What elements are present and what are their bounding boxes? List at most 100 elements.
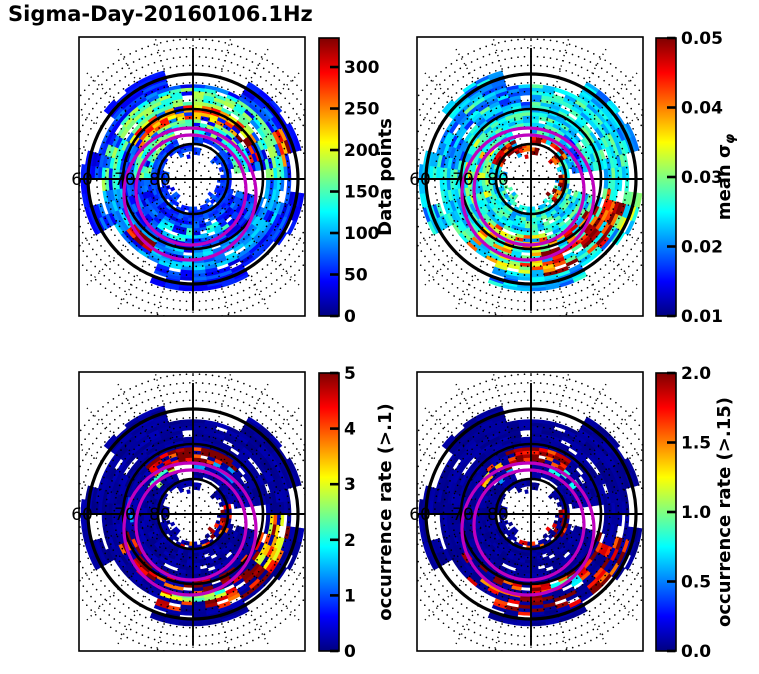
axes-frame xyxy=(416,371,644,652)
lat-label-70: 70 xyxy=(452,170,474,190)
axes-frame xyxy=(416,36,644,317)
dotted-spoke xyxy=(117,204,179,310)
colorbar-tick-label: 0.05 xyxy=(681,29,723,49)
dotted-spoke xyxy=(79,186,165,211)
colorbar-tick-label: 0.02 xyxy=(681,238,723,258)
dotted-spoke xyxy=(207,48,269,154)
dotted-lat-ring xyxy=(417,373,643,651)
auroral-oval xyxy=(472,133,586,247)
colorbar-tick-label: 0.01 xyxy=(681,307,723,327)
polar-plot-bottom-left: 60 70 80 xyxy=(71,371,306,652)
dotted-spoke xyxy=(221,186,305,210)
dotted-spoke xyxy=(424,534,511,621)
axes-frame xyxy=(78,36,306,317)
lat-label-60: 60 xyxy=(71,505,93,525)
dotted-spoke xyxy=(79,147,165,172)
dotted-lat-ring xyxy=(417,381,643,647)
dotted-spoke xyxy=(538,372,570,486)
dotted-spoke xyxy=(200,372,232,486)
polar-plot-bottom-right: 60 70 80 xyxy=(409,371,644,652)
dotted-lat-ring xyxy=(503,487,559,542)
dotted-spoke xyxy=(213,534,300,621)
auroral-oval xyxy=(460,461,596,597)
dotted-lat-ring xyxy=(417,46,643,312)
lat-label-70: 70 xyxy=(114,170,136,190)
dotted-spoke xyxy=(86,72,173,159)
axes-frame xyxy=(78,371,306,652)
dotted-spoke xyxy=(559,148,643,172)
dotted-lat-ring xyxy=(417,38,643,316)
dotted-spoke xyxy=(538,207,569,316)
dotted-spoke xyxy=(86,199,173,286)
dotted-spoke xyxy=(218,528,305,580)
dotted-spoke xyxy=(556,193,643,245)
colorbar-tick-label: 0 xyxy=(344,642,356,662)
dotted-spoke xyxy=(417,528,506,581)
dotted-lat-ring xyxy=(184,170,202,188)
dotted-spoke xyxy=(117,539,179,645)
lat-label-80: 80 xyxy=(149,505,171,525)
colorbar-axis-label: Data points xyxy=(375,118,396,236)
dotted-spoke xyxy=(154,37,186,151)
auroral-oval xyxy=(134,133,248,247)
dotted-spoke xyxy=(86,407,173,494)
lat-label-60: 60 xyxy=(71,170,93,190)
colorbar-tick-label: 2.0 xyxy=(681,364,711,384)
auroral-oval xyxy=(122,126,258,262)
dotted-lat-ring xyxy=(79,38,305,316)
auroral-oval xyxy=(134,468,248,582)
colorbar-tick-label: 0.03 xyxy=(681,168,723,188)
auroral-oval xyxy=(122,461,258,597)
dotted-spoke xyxy=(545,48,607,154)
dotted-lat-ring xyxy=(79,399,305,629)
colorbar-tick-label: 2 xyxy=(344,531,356,551)
lat-label-70: 70 xyxy=(114,505,136,525)
lat-label-60: 60 xyxy=(409,170,431,190)
lat-label-80: 80 xyxy=(487,170,509,190)
lat-label-60: 60 xyxy=(409,505,431,525)
dotted-spoke xyxy=(551,534,638,621)
colorbar-top-left: 0 50 100 150 200 250 300 Data points xyxy=(318,37,396,327)
dotted-spoke xyxy=(417,112,506,165)
dotted-lat-ring xyxy=(165,487,221,542)
dotted-lat-ring xyxy=(79,64,305,294)
colorbar-top-right: 0.01 0.02 0.03 0.04 0.05 mean σφ xyxy=(655,29,738,327)
dotted-spoke xyxy=(538,37,570,151)
colorbar-tick-label: 5 xyxy=(344,364,356,384)
colorbar-tick-label: 1.5 xyxy=(681,434,711,454)
colorbar-axis-label: mean σφ xyxy=(714,134,738,220)
dotted-spoke xyxy=(218,193,305,245)
dotted-spoke xyxy=(221,148,305,172)
dotted-spoke xyxy=(559,521,643,545)
dotted-spoke xyxy=(218,448,305,500)
dotted-spoke xyxy=(551,199,638,286)
colorbar-tick-label: 300 xyxy=(344,58,380,78)
colorbar-bottom-left: 0 1 2 3 4 5 occurrence rate (>.1) xyxy=(318,364,396,662)
dotted-spoke xyxy=(79,521,165,546)
lat-label-80: 80 xyxy=(487,505,509,525)
dotted-spoke xyxy=(218,113,305,165)
dotted-spoke xyxy=(492,37,524,151)
colorbar-tick-label: 1.0 xyxy=(681,503,711,523)
dotted-spoke xyxy=(207,383,269,489)
dotted-spoke xyxy=(117,383,179,489)
dotted-spoke xyxy=(79,447,168,500)
dotted-spoke xyxy=(417,482,503,507)
lat-label-70: 70 xyxy=(452,505,474,525)
colorbar-axis-label: occurrence rate (>.1) xyxy=(375,403,396,620)
polar-plot-top-right: 60 70 80 xyxy=(409,36,644,317)
colorbar-tick-label: 1 xyxy=(344,586,356,606)
dotted-spoke xyxy=(556,113,643,165)
dotted-spoke xyxy=(155,207,186,316)
dotted-lat-ring xyxy=(417,399,643,629)
colorbar-gradient xyxy=(318,372,340,652)
dotted-lat-ring xyxy=(95,81,291,277)
dotted-spoke xyxy=(213,199,300,286)
dotted-spoke xyxy=(556,448,643,500)
dotted-spoke xyxy=(154,372,186,486)
lat-label-80: 80 xyxy=(149,170,171,190)
colorbar-tick-label: 150 xyxy=(344,183,380,203)
colorbar-tick-label: 250 xyxy=(344,100,380,120)
colorbar-tick-label: 0.04 xyxy=(681,99,723,119)
